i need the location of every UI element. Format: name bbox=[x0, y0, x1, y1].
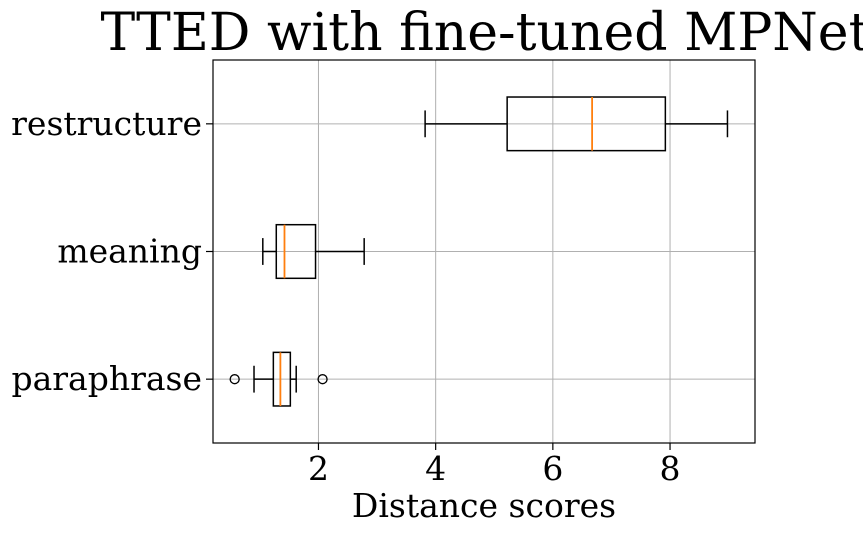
outlier-point bbox=[317, 374, 328, 385]
axis-ticks: 2 4 6 8 paraphrase meaning restructure bbox=[11, 104, 680, 488]
box-series bbox=[229, 96, 729, 407]
iqr-box bbox=[506, 96, 667, 152]
outlier-point bbox=[229, 374, 240, 385]
y-tick-label: meaning bbox=[57, 232, 202, 271]
box-restructure bbox=[424, 96, 729, 152]
grid-lines bbox=[213, 60, 755, 443]
box-paraphrase bbox=[229, 351, 328, 407]
x-tick-label: 8 bbox=[660, 449, 681, 488]
iqr-box bbox=[275, 223, 317, 280]
y-tick-label: restructure bbox=[11, 104, 202, 143]
chart-title: TTED with fine-tuned MPNet bbox=[101, 3, 863, 63]
y-tick-label: paraphrase bbox=[11, 359, 202, 398]
x-tick-label: 6 bbox=[542, 449, 563, 488]
x-axis-label: Distance scores bbox=[352, 486, 616, 525]
x-tick-label: 4 bbox=[425, 449, 446, 488]
box-meaning bbox=[262, 223, 365, 280]
x-tick-label: 2 bbox=[308, 449, 329, 488]
iqr-box bbox=[272, 351, 292, 407]
